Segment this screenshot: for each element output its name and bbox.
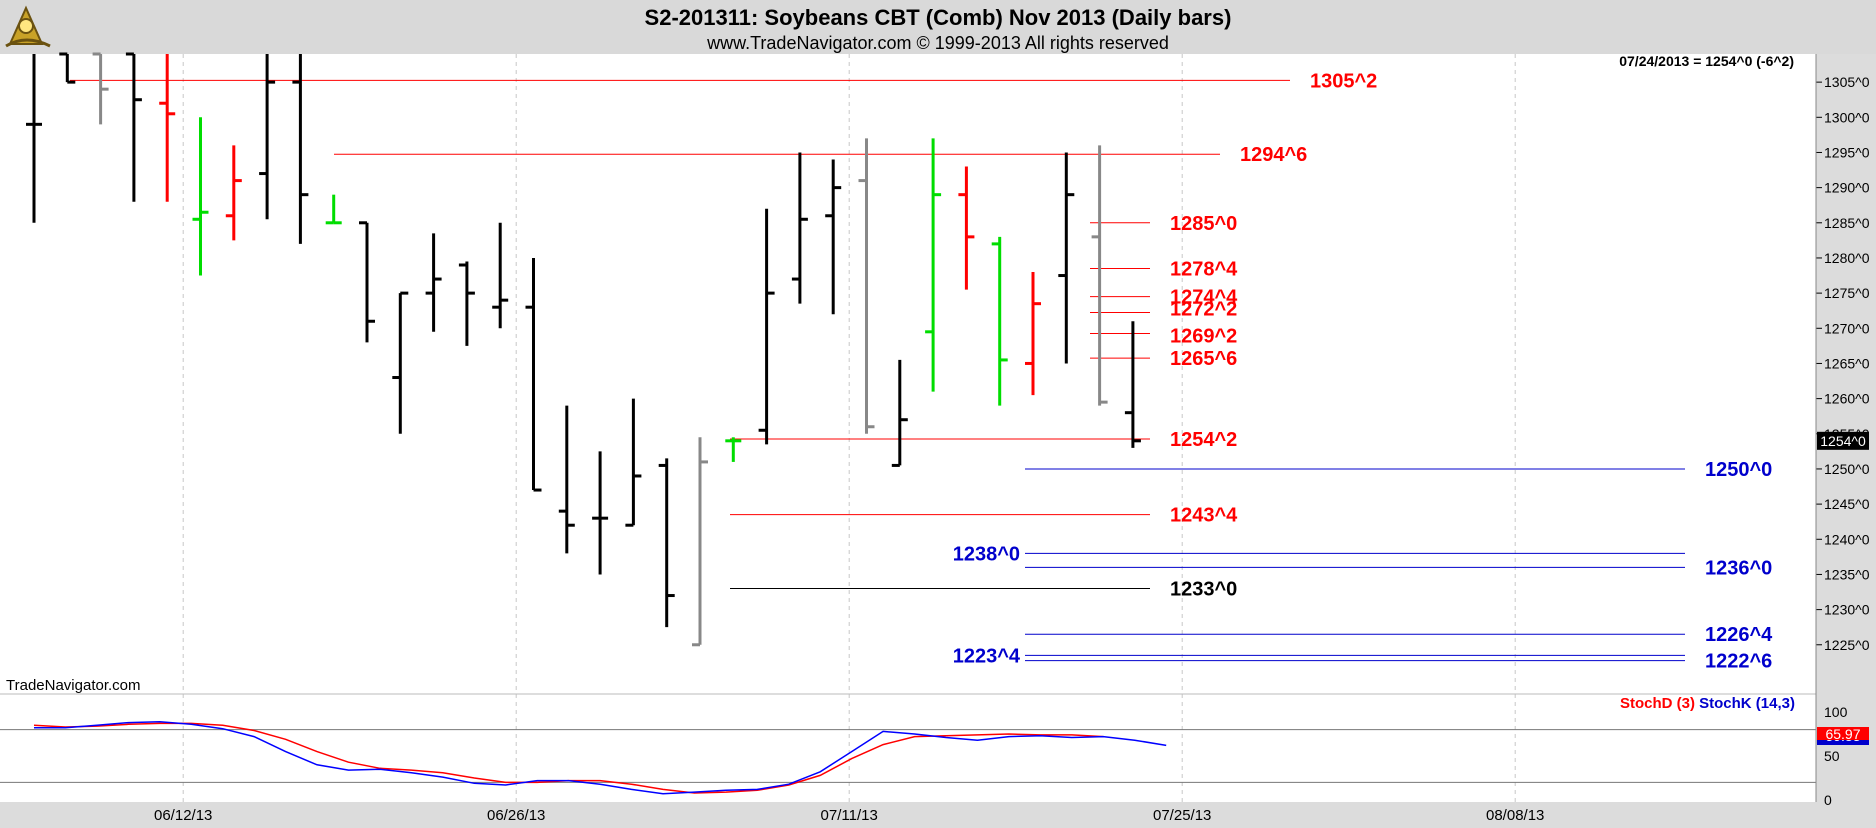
- date-tick-label: 06/12/13: [154, 807, 212, 824]
- legend-stochk: StochK (14,3): [1699, 695, 1795, 712]
- stoch-tick-label: 50: [1824, 748, 1840, 764]
- stochastic-panel: 05010059.8365.97: [0, 704, 1869, 808]
- ohlc-bar: [692, 437, 708, 647]
- sextant-logo-icon: [5, 5, 51, 48]
- ohlc-bar: [392, 291, 409, 434]
- level-label: 1269^2: [1170, 326, 1237, 348]
- level-label: 1226^4: [1705, 624, 1773, 646]
- level-label: 1223^4: [953, 645, 1021, 667]
- price-tick-label: 1240^0: [1824, 531, 1870, 547]
- ohlc-bar: [1025, 272, 1041, 396]
- ohlc-bar: [825, 159, 842, 315]
- price-tick-label: 1290^0: [1824, 180, 1870, 196]
- ohlc-bar: [458, 261, 475, 346]
- price-y-axis-ticks: 1225^01230^01235^01240^01245^01250^01255…: [1816, 74, 1870, 653]
- ohlc-bar: [1124, 321, 1141, 448]
- stochd-badge-label: 65.97: [1825, 726, 1860, 742]
- ohlc-bar: [425, 233, 442, 332]
- level-label: 1278^4: [1170, 259, 1238, 281]
- price-axis: [1816, 54, 1876, 694]
- price-tick-label: 1250^0: [1824, 461, 1870, 477]
- price-tick-label: 1285^0: [1824, 215, 1870, 231]
- chart-subtitle: www.TradeNavigator.com © 1999-2013 All r…: [706, 33, 1169, 53]
- price-badge-label: 1254^0: [1820, 433, 1866, 449]
- price-tick-label: 1295^0: [1824, 144, 1870, 160]
- price-tick-label: 1260^0: [1824, 391, 1870, 407]
- ohlc-bar: [92, 52, 109, 125]
- price-panel: [0, 54, 1816, 694]
- stoch-axis: [1816, 694, 1876, 802]
- date-tick-label: 08/08/13: [1486, 807, 1544, 824]
- ohlc-bar: [159, 54, 176, 202]
- price-tick-label: 1235^0: [1824, 566, 1870, 582]
- date-tick-label: 07/25/13: [1153, 807, 1211, 824]
- date-tick-label: 06/26/13: [487, 807, 545, 824]
- price-tick-label: 1300^0: [1824, 109, 1870, 125]
- price-tick-label: 1265^0: [1824, 355, 1870, 371]
- price-tick-label: 1280^0: [1824, 250, 1870, 266]
- ohlc-bar: [259, 54, 276, 220]
- level-label: 1265^6: [1170, 348, 1237, 370]
- date-axis: [0, 802, 1876, 828]
- ohlc-bar: [891, 359, 908, 467]
- level-label: 1285^0: [1170, 213, 1237, 235]
- ohlc-bar: [558, 405, 575, 554]
- ohlc-bar: [925, 138, 942, 392]
- ohlc-bar: [359, 221, 375, 343]
- ohlc-bar: [26, 54, 42, 223]
- header-bar: [0, 0, 1876, 54]
- date-tick-label: 07/11/13: [821, 807, 878, 824]
- ohlc-bar: [1091, 145, 1108, 406]
- price-tick-label: 1275^0: [1824, 285, 1870, 301]
- ohlc-bar: [858, 138, 875, 434]
- ohlc-bar: [492, 222, 509, 329]
- stochk-line: [34, 720, 1167, 795]
- price-tick-label: 1245^0: [1824, 496, 1870, 512]
- ohlc-bar: [1058, 152, 1075, 364]
- ohlc-bar: [592, 451, 609, 575]
- date-x-axis-ticks: 06/12/13 06/26/13 07/11/13 07/25/13 08/08/13: [154, 807, 1544, 824]
- level-label: 1294^6: [1240, 144, 1307, 166]
- legend-stochd: StochD (3): [1620, 695, 1695, 712]
- price-tick-label: 1305^0: [1824, 74, 1870, 90]
- level-label: 1274^4: [1170, 287, 1238, 309]
- price-badge: 1254^0: [1817, 431, 1869, 450]
- ohlc-bar: [625, 398, 642, 527]
- ohlc-bar: [292, 54, 309, 244]
- stochd-badge: [1817, 727, 1869, 740]
- level-label: 1272^2: [1170, 298, 1237, 320]
- ohlc-bar: [791, 152, 808, 304]
- level-label: 1243^4: [1170, 505, 1238, 527]
- price-tick-label: 1225^0: [1824, 637, 1870, 653]
- level-label: 1222^6: [1705, 651, 1772, 673]
- stoch-tick-label: 100: [1824, 704, 1848, 720]
- ohlc-bar: [59, 52, 76, 84]
- ohlc-bar: [125, 52, 142, 202]
- level-label: 1305^2: [1310, 70, 1377, 92]
- level-label: 1233^0: [1170, 579, 1237, 601]
- level-label: 1236^0: [1705, 557, 1772, 579]
- price-tick-label: 1270^0: [1824, 320, 1870, 336]
- ohlc-bar: [192, 117, 209, 276]
- chart-title: S2-201311: Soybeans CBT (Comb) Nov 2013 …: [645, 5, 1232, 30]
- ohlc-bar: [725, 437, 742, 462]
- ohlc-bar: [225, 145, 242, 241]
- ohlc-bar: [991, 236, 1008, 406]
- level-label: 1254^2: [1170, 429, 1237, 451]
- stoch-tick-label: 0: [1824, 792, 1832, 808]
- ohlc-bar: [525, 257, 542, 492]
- watermark: TradeNavigator.com: [6, 677, 141, 694]
- ohlc-bars: [26, 52, 1141, 647]
- level-label: 1238^0: [953, 543, 1020, 565]
- info-text: 07/24/2013 = 1254^0 (-6^2): [1619, 53, 1794, 69]
- price-tick-label: 1230^0: [1824, 602, 1870, 618]
- ohlc-bar: [758, 208, 775, 445]
- ohlc-bar: [958, 166, 975, 290]
- level-label: 1250^0: [1705, 459, 1772, 481]
- ohlc-bar: [325, 194, 342, 225]
- ohlc-bar: [658, 458, 675, 628]
